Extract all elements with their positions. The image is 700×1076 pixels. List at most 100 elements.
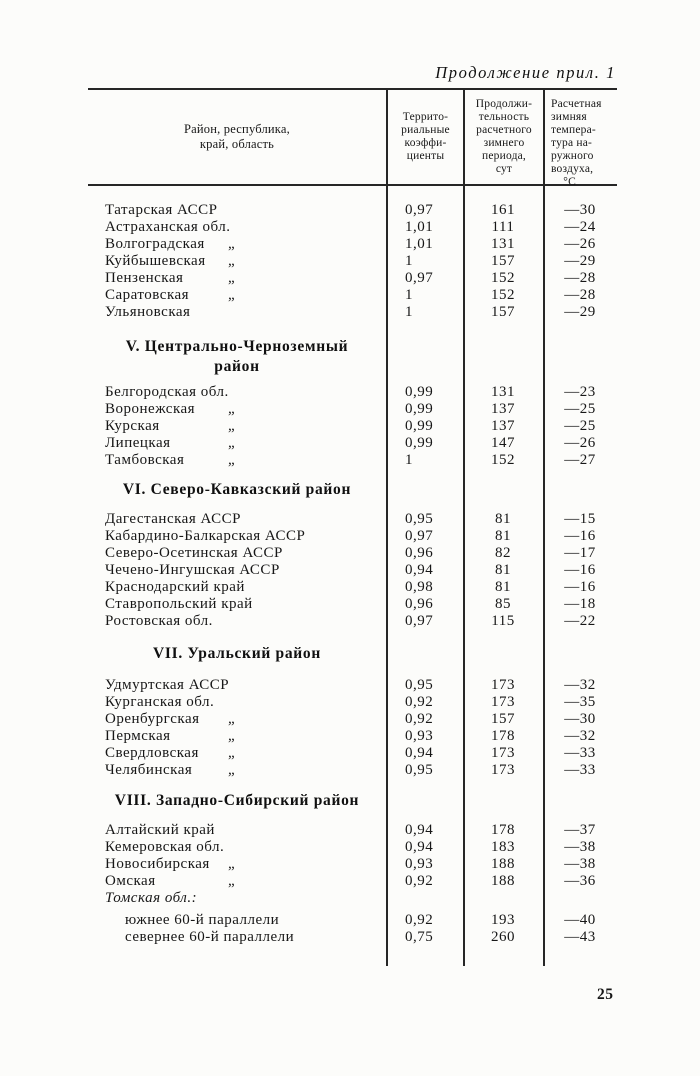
winter-period-days-cell: 188: [491, 856, 515, 872]
territorial-coefficient-cell: 0,96: [405, 596, 434, 612]
region-name-cell: Волгоградская „: [88, 236, 386, 253]
table-row: Томская обл.:: [88, 890, 617, 907]
winter-period-days-cell: 131: [491, 236, 515, 252]
winter-period-days-cell: 115: [491, 613, 515, 629]
winter-period-days-cell: 131: [491, 384, 515, 400]
winter-period-days-cell: 81: [495, 562, 511, 578]
table-body: Татарская АССР 0,97 161 —30 Астраханская обл…: [88, 186, 617, 966]
region-name: Липецкая: [105, 435, 171, 451]
ditto-mark: „: [228, 452, 236, 468]
table-row: Курганская обл. 0,92 173 —35: [88, 694, 617, 711]
territorial-coefficient-cell: 0,95: [405, 762, 434, 778]
ditto-mark: „: [228, 270, 236, 286]
table-row: Белгородская обл. 0,99 131 —23: [88, 384, 617, 401]
design-winter-temperature-cell: —32: [564, 677, 596, 693]
region-name-cell: Томская обл.:: [88, 890, 386, 907]
territorial-coefficient-cell: 1: [405, 287, 413, 303]
column-divider: [463, 186, 465, 966]
region-name-cell: Северо-Осетинская АССР: [88, 545, 386, 562]
region-name-cell: Курская „: [88, 418, 386, 435]
winter-period-days-cell: 178: [491, 728, 515, 744]
design-winter-temperature-cell: —28: [564, 270, 596, 286]
territorial-coefficient-cell: 1: [405, 304, 413, 320]
region-name-cell: Чечено-Ингушская АССР: [88, 562, 386, 579]
territorial-coefficient-cell: 0,94: [405, 822, 434, 838]
table-row: Новосибирская „ 0,93 188 —38: [88, 856, 617, 873]
region-name-cell: Удмуртская АССР: [88, 677, 386, 694]
region-name-cell: Воронежская „: [88, 401, 386, 418]
table-row: Пензенская „ 0,97 152 —28: [88, 270, 617, 287]
region-name: Белгородская обл.: [105, 384, 229, 400]
territorial-coefficient-cell: 0,75: [405, 929, 434, 945]
design-winter-temperature-cell: [543, 890, 617, 907]
table-row: Кемеровская обл. 0,94 183 —38: [88, 839, 617, 856]
region-name-cell: Ульяновская: [88, 304, 386, 321]
design-winter-temperature-cell: —25: [564, 418, 596, 434]
territorial-coefficient-cell: 0,94: [405, 562, 434, 578]
design-winter-temperature-cell: —16: [564, 562, 596, 578]
design-winter-temperature-cell: —33: [564, 762, 596, 778]
design-winter-temperature-cell: —40: [564, 912, 596, 928]
design-winter-temperature-cell: —22: [564, 613, 596, 629]
winter-period-days-cell: [463, 890, 543, 907]
table-row: Воронежская „ 0,99 137 —25: [88, 401, 617, 418]
region-name-cell: Ставропольский край: [88, 596, 386, 613]
design-winter-temperature-cell: —28: [564, 287, 596, 303]
region-name: Алтайский край: [105, 822, 215, 838]
page-number: 25: [597, 986, 614, 1003]
territorial-coefficient-cell: 0,92: [405, 711, 434, 727]
region-name: севернее 60-й параллели: [125, 929, 295, 945]
region-name-cell: Свердловская „: [88, 745, 386, 762]
design-winter-temperature-cell: —16: [564, 528, 596, 544]
territorial-coefficient-cell: 0,93: [405, 856, 434, 872]
design-winter-temperature-cell: —33: [564, 745, 596, 761]
winter-period-days-cell: 173: [491, 694, 515, 710]
winter-period-days-cell: 260: [491, 929, 515, 945]
region-name: Астраханская обл.: [105, 219, 231, 235]
ditto-mark: „: [228, 711, 236, 727]
territorial-coefficient-cell: 0,97: [405, 202, 434, 218]
region-name: Воронежская: [105, 401, 196, 417]
column-header-territorial-coefficients: Террито- риальные коэффи- циенты: [386, 90, 463, 184]
territorial-coefficient-cell: 0,98: [405, 579, 434, 595]
region-name: Томская обл.:: [105, 890, 198, 906]
ditto-mark: „: [228, 762, 236, 778]
table-row: Татарская АССР 0,97 161 —30: [88, 202, 617, 219]
winter-period-days-cell: 81: [495, 579, 511, 595]
table-row: Дагестанская АССР 0,95 81 —15: [88, 511, 617, 528]
winter-period-days-cell: 81: [495, 528, 511, 544]
region-name-cell: Кемеровская обл.: [88, 839, 386, 856]
territorial-coefficient-cell: 0,99: [405, 384, 434, 400]
column-divider: [543, 186, 545, 966]
design-winter-temperature-cell: —23: [564, 384, 596, 400]
section-heading: V. Центрально-Черноземный район: [125, 338, 349, 375]
territorial-coefficient-cell: 1: [405, 452, 413, 468]
region-name-cell: Тамбовская „: [88, 452, 386, 469]
region-name-cell: севернее 60-й параллели: [88, 929, 386, 946]
territorial-coefficient-cell: 0,99: [405, 418, 434, 434]
column-divider: [386, 186, 388, 966]
region-name: Кабардино-Балкарская АССР: [105, 528, 306, 544]
design-winter-temperature-cell: —38: [564, 856, 596, 872]
region-name: Омская: [105, 873, 156, 889]
design-winter-temperature-cell: —38: [564, 839, 596, 855]
table-header-row: Район, республика, край, область Террито…: [88, 88, 617, 188]
winter-period-days-cell: 157: [491, 304, 515, 320]
territorial-coefficient-cell: 1,01: [405, 236, 434, 252]
territorial-coefficient-cell: 0,99: [405, 401, 434, 417]
region-name-cell: Оренбургская „: [88, 711, 386, 728]
region-name: Ростовская обл.: [105, 613, 213, 629]
region-name-cell: Ростовская обл.: [88, 613, 386, 630]
continuation-note: Продолжение прил. 1: [435, 63, 616, 82]
design-winter-temperature-cell: —30: [564, 202, 596, 218]
table-row: Волгоградская „ 1,01 131 —26: [88, 236, 617, 253]
region-name: Чечено-Ингушская АССР: [105, 562, 280, 578]
territorial-coefficient-cell: 1,01: [405, 219, 434, 235]
ditto-mark: „: [228, 873, 236, 889]
region-name-cell: Курганская обл.: [88, 694, 386, 711]
winter-period-days-cell: 137: [491, 418, 515, 434]
design-winter-temperature-cell: —26: [564, 236, 596, 252]
design-winter-temperature-cell: —24: [564, 219, 596, 235]
table-row: Удмуртская АССР 0,95 173 —32: [88, 677, 617, 694]
section-heading: VI. Северо-Кавказский район: [122, 481, 352, 498]
